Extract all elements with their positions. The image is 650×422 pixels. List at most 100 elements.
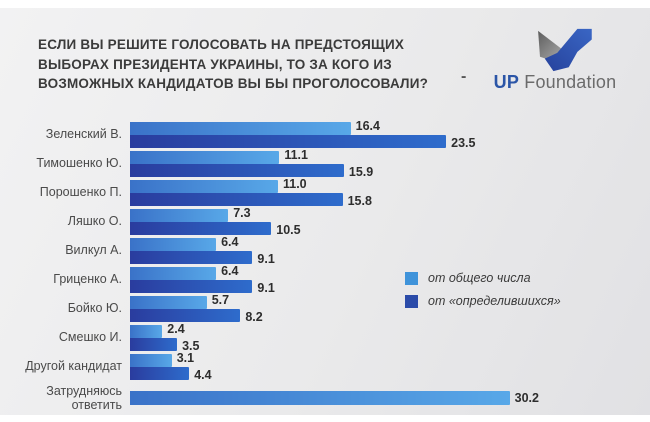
value-total: 16.4 [355, 119, 380, 133]
value-decided: 15.8 [347, 194, 372, 208]
bar-line-decided: 3.5 [130, 337, 539, 353]
bar-group: 6.4 9.1 [130, 264, 539, 295]
bar-line-total: 16.4 [130, 119, 539, 135]
bar-group: 7.3 10.5 [130, 206, 539, 237]
value-decided: 9.1 [257, 252, 275, 266]
value-total: 6.4 [221, 235, 239, 249]
bar-decided [130, 337, 178, 351]
chart-row: Ляшко О. 7.3 10.5 [12, 206, 539, 237]
legend-swatch-decided [405, 294, 418, 308]
bar-line-decided: 9.1 [130, 279, 539, 295]
bar-rows: Зеленский В. 16.4 23.5 Тимошенко Ю. 11.1… [12, 119, 539, 415]
category-label: Смешко И. [58, 330, 122, 345]
bar-total [130, 237, 217, 251]
chart-row: Порошенко П. 11.0 15.8 [12, 177, 539, 208]
bar-total [130, 391, 510, 405]
bar-line-decided: 4.4 [130, 366, 539, 382]
category-label: Порошенко П. [39, 185, 122, 200]
bar-line-total: 3.1 [130, 351, 539, 367]
bar-group: 5.7 8.2 [130, 293, 539, 324]
bar-total [130, 208, 229, 222]
bar-total [130, 353, 172, 367]
chart-row: Затрудняюсь ответить 30.2 [12, 381, 539, 415]
value-total: 3.1 [176, 351, 195, 365]
bar-group: 3.1 4.4 [130, 351, 539, 382]
up-foundation-logo-text: UP Foundation [470, 72, 640, 93]
value-decided: 15.9 [348, 165, 374, 179]
category-label: Тимошенко Ю. [36, 156, 122, 171]
bar-line-decided: 23.5 [130, 134, 539, 150]
value-total: 11.1 [284, 148, 308, 162]
legend-swatch-total [405, 271, 418, 285]
bar-total [130, 179, 278, 193]
chart-row: Бойко Ю. 5.7 8.2 [12, 293, 539, 324]
value-total: 6.4 [221, 264, 239, 278]
legend-item-total: от общего числа [405, 271, 561, 285]
bar-decided [130, 250, 253, 264]
bar-total [130, 266, 217, 280]
value-total: 30.2 [514, 391, 539, 405]
chart-row: Вилкул А. 6.4 9.1 [12, 235, 539, 266]
value-total: 2.4 [167, 322, 185, 336]
bar-group: 16.4 23.5 [130, 119, 539, 150]
bar-decided [130, 308, 241, 322]
bar-line-decided: 9.1 [130, 250, 539, 266]
value-decided: 10.5 [276, 223, 301, 237]
bar-group: 11.1 15.9 [130, 148, 539, 179]
value-decided: 9.1 [257, 281, 275, 295]
chart-row: Тимошенко Ю. 11.1 15.9 [12, 148, 539, 179]
legend-item-decided: от «определившихся» [405, 294, 561, 308]
bar-decided [130, 134, 447, 148]
chart-row: Зеленский В. 16.4 23.5 [12, 119, 539, 150]
legend-label-total: от общего числа [428, 271, 531, 285]
bar-group: 11.0 15.8 [130, 177, 539, 208]
logo-foundation-label: Foundation [524, 72, 617, 92]
bar-line-total: 11.1 [130, 148, 539, 164]
value-decided: 23.5 [451, 136, 476, 150]
bar-total [130, 295, 207, 309]
category-label: Вилкул А. [65, 243, 122, 258]
bar-line-decided: 15.9 [130, 163, 539, 179]
bar-line-total: 6.4 [130, 264, 539, 280]
chart-title: ЕСЛИ ВЫ РЕШИТЕ ГОЛОСОВАТЬ НА ПРЕДСТОЯЩИХ… [38, 37, 429, 92]
bar-line-total: 11.0 [130, 177, 539, 193]
bar-line-total: 6.4 [130, 235, 539, 251]
category-label: Другой кандидат [25, 359, 122, 374]
value-decided: 3.5 [182, 339, 200, 353]
category-label: Гриценко А. [53, 272, 122, 287]
dash-separator: - [461, 68, 467, 85]
bar-total [130, 121, 351, 135]
bar-decided [130, 163, 344, 177]
chart-row: Другой кандидат 3.1 4.4 [12, 351, 539, 382]
bar-line-decided: 10.5 [130, 221, 539, 237]
up-foundation-logo-icon [538, 28, 592, 72]
legend-label-decided: от «определившихся» [428, 294, 561, 308]
bar-line-total: 5.7 [130, 293, 539, 309]
category-label: Бойко Ю. [67, 301, 122, 316]
bar-line-decided: 15.8 [130, 192, 539, 208]
chart-legend: от общего числа от «определившихся» [405, 271, 561, 317]
value-total: 11.0 [282, 177, 307, 191]
bar-decided [130, 366, 190, 380]
value-decided: 8.2 [245, 310, 263, 324]
bar-group: 2.4 3.5 [130, 322, 539, 353]
bar-chart: Зеленский В. 16.4 23.5 Тимошенко Ю. 11.1… [12, 119, 539, 415]
bar-decided [130, 221, 272, 235]
value-total: 7.3 [233, 206, 251, 220]
chart-row: Смешко И. 2.4 3.5 [12, 322, 539, 353]
value-total: 5.7 [211, 293, 230, 307]
slide-background: ЕСЛИ ВЫ РЕШИТЕ ГОЛОСОВАТЬ НА ПРЕДСТОЯЩИХ… [0, 8, 650, 415]
bar-line-total: 2.4 [130, 322, 539, 338]
bar-total [130, 324, 163, 338]
bar-decided [130, 279, 253, 293]
category-label: Ляшко О. [67, 214, 122, 229]
bar-group: 6.4 9.1 [130, 235, 539, 266]
logo-up-label: UP [493, 72, 520, 92]
bar-line-total: 30.2 [130, 391, 539, 405]
value-decided: 4.4 [194, 368, 212, 382]
bar-line-decided: 8.2 [130, 308, 539, 324]
bar-total [130, 150, 280, 164]
bar-decided [130, 192, 343, 206]
chart-row: Гриценко А. 6.4 9.1 [12, 264, 539, 295]
